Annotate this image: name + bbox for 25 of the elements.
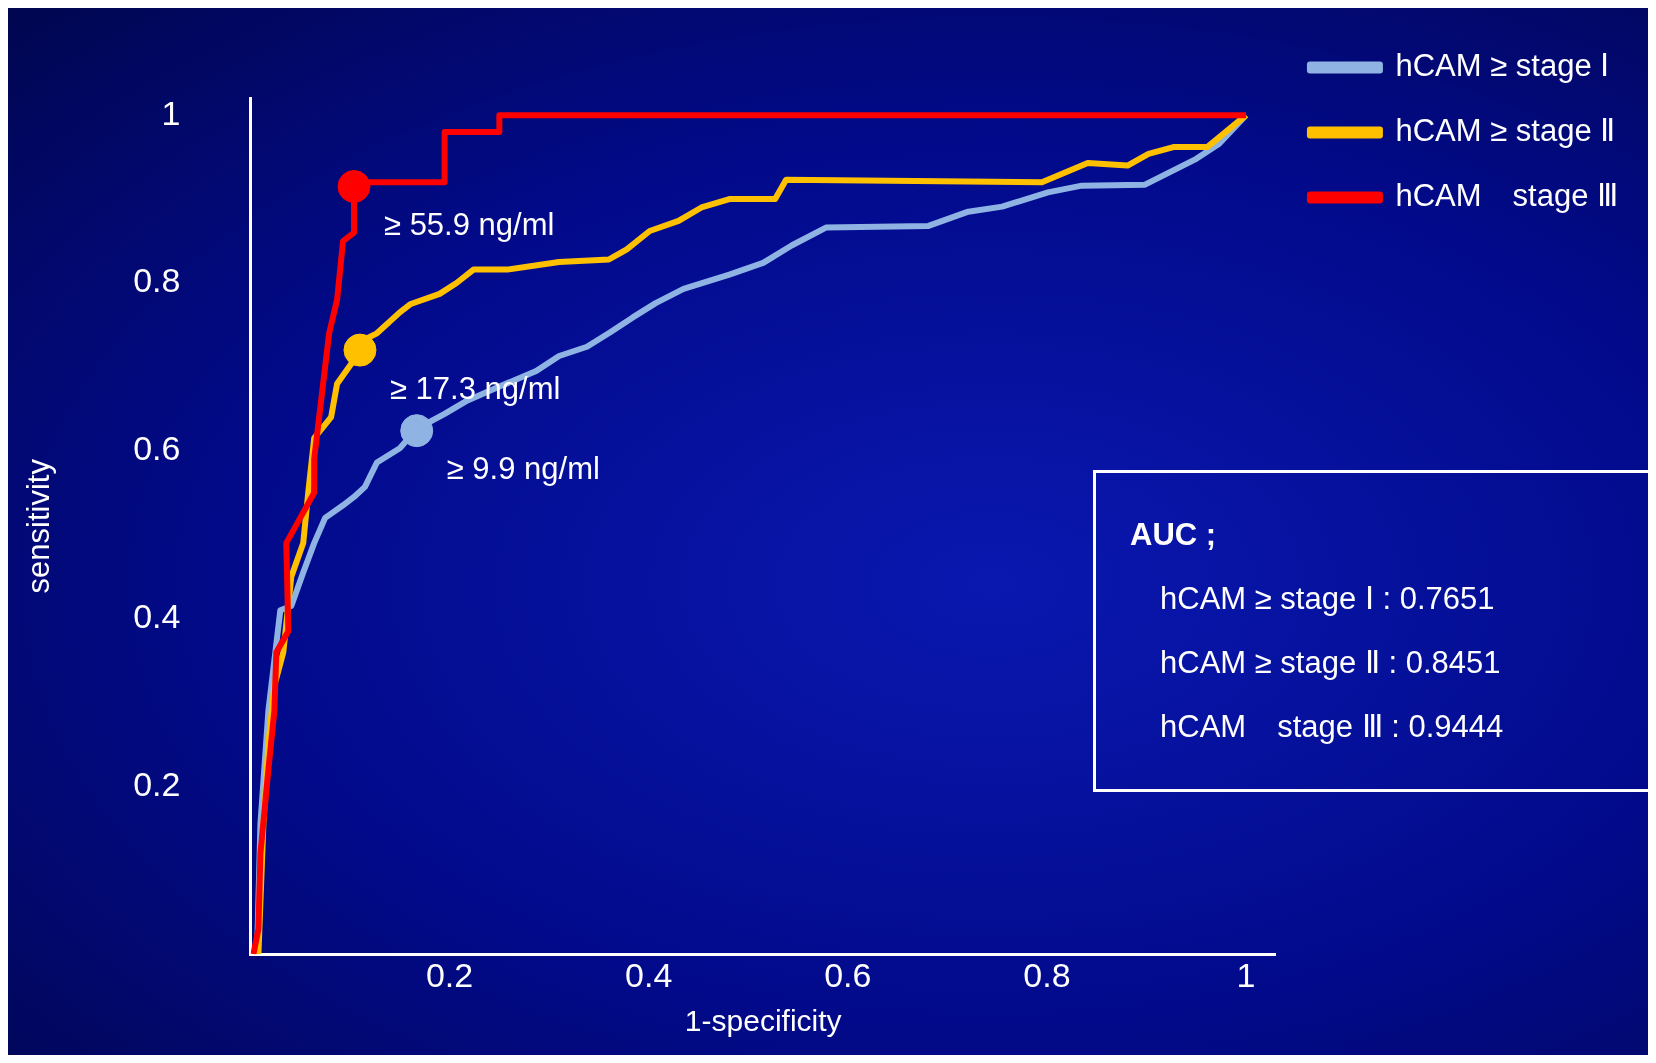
y-tick-label: 0.4 [133,596,181,635]
y-tick-label: 0.8 [133,261,181,300]
point [343,333,377,367]
y-tick-label: 0.2 [133,764,181,803]
annotation: ≥ 17.3 ng/ml [389,370,561,406]
legend-label: hCAM ≥ stage Ⅱ [1395,113,1616,149]
annotation: ≥ 55.9 ng/ml [384,207,555,243]
annotation: hCAM ≥ stage Ⅱ : 0.8451 [1159,644,1502,682]
annotation: AUC ; [1130,516,1218,554]
point [400,414,434,448]
legend-label: hCAM stage Ⅲ [1395,178,1618,214]
y-tick-label: 1 [161,93,181,132]
x-tick-label: 0.6 [824,955,872,994]
annotation: hCAM stage Ⅲ : 0.9444 [1159,708,1505,746]
x-tick-label: 0.2 [425,955,474,994]
annotation: ≥ 9.9 ng/ml [446,451,600,487]
y-axis-title: sensitivity [21,458,57,594]
y-tick-label: 0.6 [133,429,181,468]
x-tick-label: 0.4 [625,955,673,994]
annotation: hCAM ≥ stage Ⅰ : 0.7651 [1159,580,1496,618]
x-tick-label: 1 [1236,955,1256,994]
legend-label: hCAM ≥ stage Ⅰ [1395,48,1610,84]
point [337,170,371,203]
x-axis-title: 1-specificity [684,1004,842,1038]
x-tick-label: 0.8 [1023,955,1071,994]
